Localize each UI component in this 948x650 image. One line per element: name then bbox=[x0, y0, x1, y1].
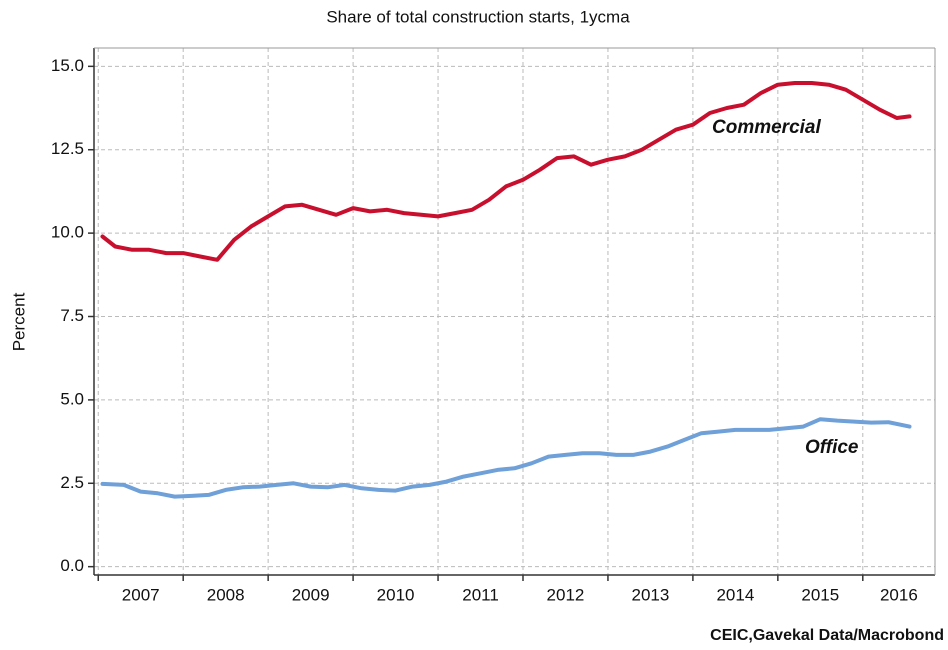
series-label: Office bbox=[805, 437, 859, 458]
x-tick-label: 2015 bbox=[801, 585, 839, 604]
x-tick-label: 2010 bbox=[377, 585, 415, 604]
x-tick-label: 2011 bbox=[462, 585, 499, 604]
y-tick-label: 0.0 bbox=[60, 556, 84, 575]
y-tick-label: 5.0 bbox=[60, 389, 84, 408]
y-tick-label: 10.0 bbox=[51, 223, 84, 242]
series-label: Commercial bbox=[712, 117, 821, 138]
chart-title: Share of total construction starts, 1ycm… bbox=[326, 7, 630, 26]
y-axis-label: Percent bbox=[9, 292, 28, 351]
y-tick-label: 15.0 bbox=[51, 56, 84, 75]
source-note: CEIC,Gavekal Data/Macrobond bbox=[710, 627, 944, 644]
x-tick-label: 2009 bbox=[292, 585, 330, 604]
y-tick-label: 7.5 bbox=[60, 306, 84, 325]
series-line bbox=[100, 81, 912, 262]
x-tick-label: 2008 bbox=[207, 585, 245, 604]
x-tick-label: 2014 bbox=[716, 585, 754, 604]
x-tick-label: 2013 bbox=[632, 585, 670, 604]
y-tick-label: 12.5 bbox=[51, 139, 84, 158]
y-tick-label: 2.5 bbox=[60, 473, 84, 492]
series-line bbox=[100, 417, 912, 499]
x-tick-label: 2007 bbox=[122, 585, 160, 604]
x-tick-label: 2012 bbox=[547, 585, 585, 604]
x-tick-label: 2016 bbox=[880, 585, 918, 604]
